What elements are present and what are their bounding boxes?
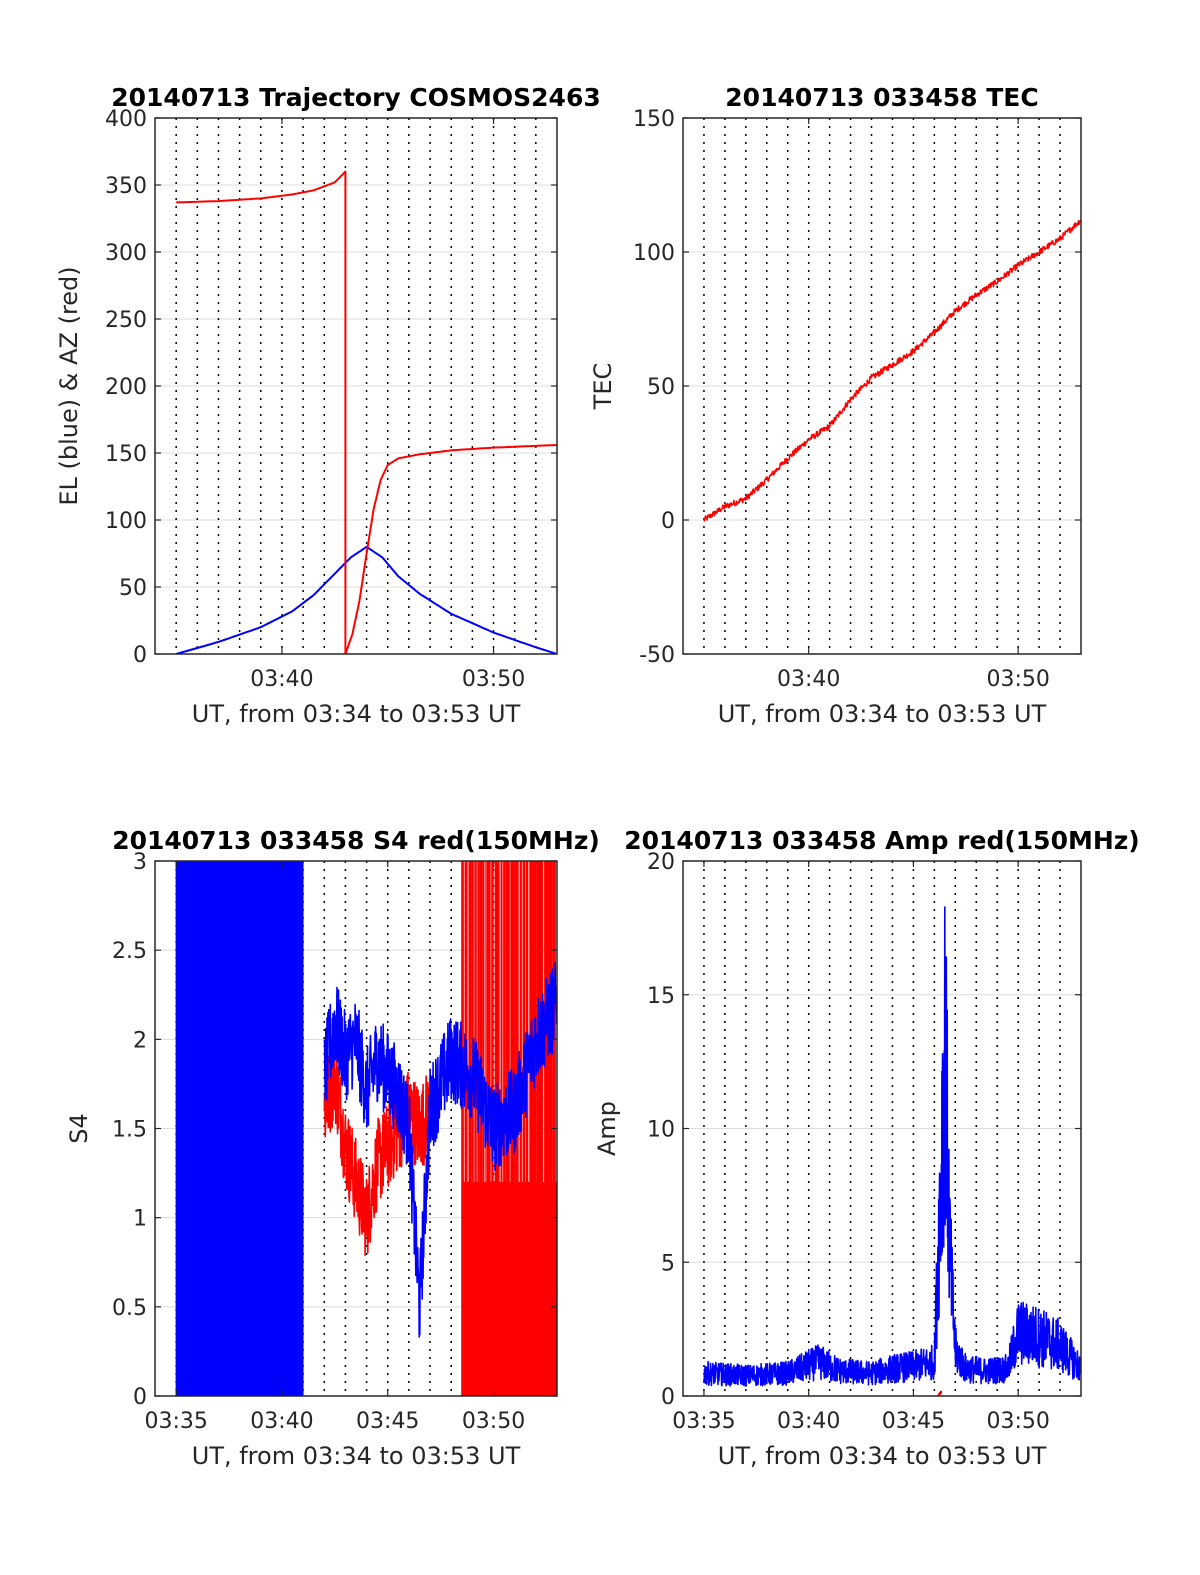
chart-title: 20140713 033458 Amp red(150MHz) — [624, 826, 1140, 855]
y-tick-label: 50 — [647, 375, 675, 400]
chart-title: 20140713 033458 TEC — [725, 83, 1038, 112]
series-line-2 — [176, 170, 557, 654]
y-tick-label: 0 — [133, 643, 147, 668]
x-tick-label: 03:50 — [462, 1409, 525, 1434]
y-axis-label: Amp — [593, 1101, 621, 1156]
y-tick-label: 100 — [105, 509, 147, 534]
y-tick-label: 400 — [105, 107, 147, 132]
x-tick-label: 03:45 — [882, 1409, 945, 1434]
series-group — [175, 170, 557, 654]
y-tick-label: 2 — [133, 1028, 147, 1053]
y-tick-label: 200 — [105, 375, 147, 400]
x-tick-label: 03:50 — [986, 667, 1049, 692]
y-tick-label: 100 — [633, 241, 675, 266]
y-tick-label: 0 — [661, 1385, 675, 1410]
x-tick-label: 03:35 — [144, 1409, 207, 1434]
y-tick-label: -50 — [639, 643, 675, 668]
y-axis-label: EL (blue) & AZ (red) — [55, 266, 83, 505]
y-tick-label: 150 — [633, 107, 675, 132]
y-tick-label: 300 — [105, 241, 147, 266]
x-axis-label: UT, from 03:34 to 03:53 UT — [192, 1442, 521, 1470]
series-group — [175, 861, 557, 1396]
chart-panel-3: 0 0.5 1 1.5 2 2.5 3 03:35 03:40 03:45 03:50 2014071… — [65, 826, 600, 1470]
y-tick-label: 150 — [105, 442, 147, 467]
x-tick-label: 03:50 — [986, 1409, 1049, 1434]
series-line-1 — [703, 219, 1081, 522]
x-tick-label: 03:40 — [777, 667, 840, 692]
chart-title: 20140713 033458 S4 red(150MHz) — [112, 826, 600, 855]
y-tick-label: 0 — [661, 509, 675, 534]
y-tick-label: 2.5 — [112, 939, 147, 964]
series-line-1 — [323, 1039, 431, 1257]
x-tick-label: 03:35 — [672, 1409, 735, 1434]
series-group — [703, 219, 1081, 522]
x-tick-label: 03:40 — [250, 667, 313, 692]
y-tick-label: 3 — [133, 850, 147, 875]
y-axis-label: TEC — [589, 363, 617, 411]
y-tick-label: 350 — [105, 174, 147, 199]
y-tick-label: 250 — [105, 308, 147, 333]
chart-title: 20140713 Trajectory COSMOS2463 — [111, 83, 601, 112]
y-tick-label: 0.5 — [112, 1296, 147, 1321]
y-tick-label: 1 — [133, 1207, 147, 1232]
y-tick-label: 5 — [661, 1251, 675, 1276]
x-axis-label: UT, from 03:34 to 03:53 UT — [192, 700, 521, 728]
series-band-2 — [175, 861, 304, 1396]
x-axis-label: UT, from 03:34 to 03:53 UT — [718, 1442, 1047, 1470]
series-line-1 — [175, 545, 557, 654]
y-tick-label: 0 — [133, 1385, 147, 1410]
y-tick-label: 50 — [119, 576, 147, 601]
x-tick-label: 03:40 — [777, 1409, 840, 1434]
y-tick-label: 20 — [647, 850, 675, 875]
x-axis-label: UT, from 03:34 to 03:53 UT — [718, 700, 1047, 728]
series-line-2 — [937, 1390, 943, 1396]
chart-panel-4: 0 5 10 15 20 03:35 03:40 03:45 03:50 20140713 033… — [593, 826, 1140, 1470]
x-tick-label: 03:40 — [250, 1409, 313, 1434]
chart-panel-1: 0 50 100 150 200 250 300 350 400 03:40 03:50 201407… — [55, 83, 601, 728]
y-axis-label: S4 — [65, 1113, 93, 1144]
y-tick-label: 10 — [647, 1118, 675, 1143]
series-group — [703, 906, 1081, 1396]
y-tick-label: 15 — [647, 984, 675, 1009]
chart-panel-2: -50 0 50 100 150 03:40 03:50 20140713 033458 TE… — [589, 83, 1082, 728]
x-tick-label: 03:45 — [356, 1409, 419, 1434]
x-tick-label: 03:50 — [462, 667, 525, 692]
series-line-1 — [703, 906, 1081, 1387]
y-tick-label: 1.5 — [112, 1118, 147, 1143]
series-line-2 — [323, 962, 557, 1338]
